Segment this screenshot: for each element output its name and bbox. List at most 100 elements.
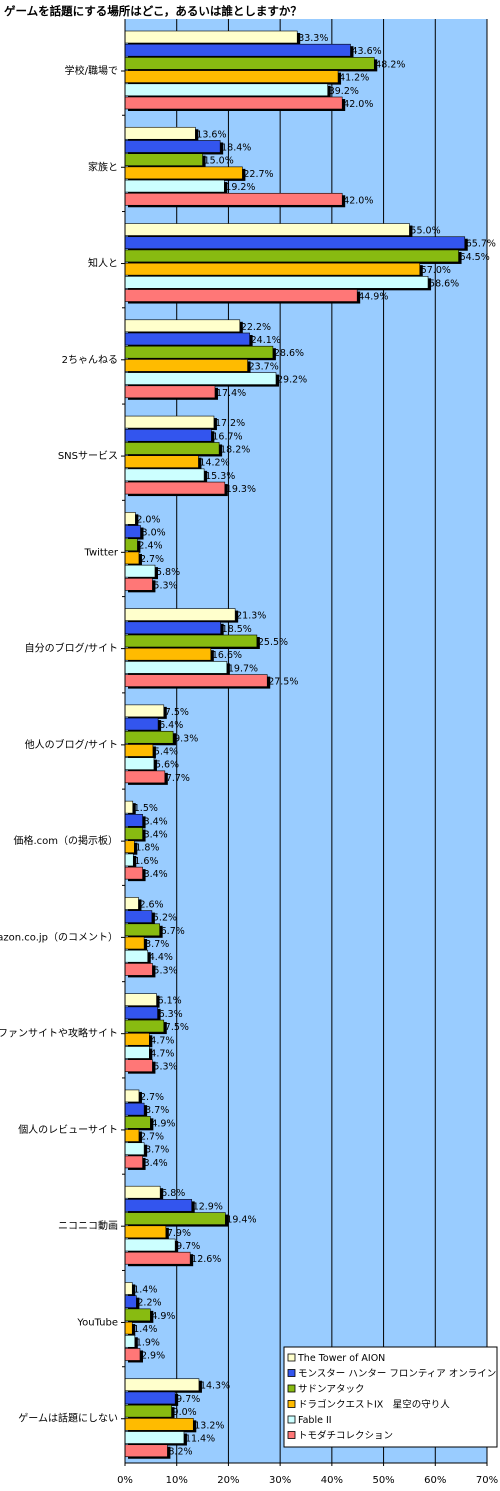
category-label: 学校/職場で	[65, 64, 118, 77]
data-label: 9.7%	[176, 1394, 200, 1405]
bar	[124, 564, 156, 578]
bar	[124, 578, 153, 591]
legend-swatch	[287, 1431, 296, 1439]
bar	[124, 923, 160, 937]
data-label: 19.7%	[228, 663, 258, 674]
data-label: 18.5%	[222, 624, 252, 635]
x-tick-label: 20%	[217, 1475, 239, 1486]
legend-entry: トモダチコレクション	[298, 1430, 393, 1442]
bar	[124, 140, 221, 153]
data-label: 21.3%	[236, 611, 266, 622]
bar	[124, 608, 236, 621]
bar	[124, 1444, 168, 1458]
data-label: 41.2%	[339, 73, 369, 84]
bar	[124, 551, 140, 565]
data-label: 19.3%	[226, 484, 256, 495]
bar	[124, 468, 205, 482]
data-label: 18.2%	[220, 444, 250, 455]
bar	[124, 481, 226, 495]
data-label: 6.3%	[159, 1009, 183, 1020]
data-label: 16.7%	[212, 431, 242, 442]
bar	[124, 1348, 141, 1361]
x-tick-label: 40%	[321, 1475, 343, 1486]
bar	[124, 385, 216, 399]
bar	[124, 372, 277, 385]
bar	[124, 993, 157, 1006]
data-label: 28.6%	[274, 348, 304, 359]
data-label: 14.2%	[199, 458, 229, 469]
bar	[124, 704, 165, 718]
category-label: Amazon.co.jp（のコメント）	[0, 931, 118, 943]
bar	[124, 153, 203, 166]
bar	[124, 455, 199, 468]
bar	[124, 963, 153, 976]
legend-swatch	[287, 1415, 296, 1424]
data-label: 12.6%	[191, 1254, 221, 1265]
data-label: 17.2%	[215, 418, 245, 429]
category-label: 価格.com（の掲示板）	[13, 834, 118, 847]
data-label: 4.7%	[150, 1048, 174, 1059]
bar	[124, 428, 212, 442]
data-label: 8.2%	[168, 1447, 192, 1458]
data-label: 27.5%	[268, 677, 298, 688]
data-label: 5.8%	[156, 567, 180, 578]
bar	[124, 840, 135, 854]
bar	[124, 289, 358, 302]
data-label: 3.7%	[145, 1145, 169, 1156]
bar	[124, 1142, 145, 1156]
category-label: YouTube	[76, 1317, 118, 1328]
data-label: 16.6%	[212, 650, 242, 661]
data-label: 48.2%	[375, 59, 405, 70]
bar	[124, 345, 274, 359]
data-label: 4.4%	[149, 952, 173, 963]
data-label: 4.9%	[151, 1311, 175, 1322]
bar	[124, 166, 243, 180]
data-label: 19.2%	[225, 182, 255, 193]
data-label: 7.9%	[167, 1228, 191, 1239]
data-label: 5.3%	[153, 1062, 177, 1073]
data-label: 2.7%	[140, 1132, 164, 1143]
category-label: 自分のブログ/サイト	[25, 642, 118, 655]
bar	[124, 236, 466, 250]
data-label: 2.4%	[138, 541, 162, 552]
category-label: 他人のブログ/サイト	[25, 738, 118, 751]
bar	[124, 853, 134, 867]
bar	[124, 757, 155, 770]
data-label: 1.4%	[133, 1284, 157, 1295]
bar	[124, 43, 351, 57]
x-tick-label: 70%	[476, 1475, 498, 1486]
bar	[124, 866, 143, 880]
category-label: ゲームは話題にしない	[18, 1412, 118, 1425]
bar	[124, 442, 220, 455]
data-label: 1.4%	[133, 1324, 157, 1335]
data-label: 42.0%	[343, 99, 373, 110]
data-label: 3.4%	[144, 869, 168, 880]
data-label: 6.4%	[159, 720, 183, 731]
x-tick-label: 50%	[372, 1475, 394, 1486]
category-label: 家族と	[88, 160, 118, 173]
bar	[124, 1308, 151, 1322]
category-label: 知人と	[88, 257, 118, 270]
bar	[124, 1089, 140, 1103]
data-label: 2.7%	[140, 1092, 164, 1103]
data-label: 2.6%	[139, 899, 163, 910]
category-label: ニコニコ動画	[58, 1219, 118, 1232]
data-label: 22.7%	[243, 169, 273, 180]
bar	[124, 647, 212, 661]
bar	[124, 814, 143, 827]
data-label: 11.4%	[185, 1434, 215, 1445]
bar	[124, 1102, 145, 1116]
bar	[124, 674, 268, 687]
bar	[124, 70, 339, 83]
category-label: 個人のレビューサイト	[18, 1123, 118, 1136]
data-label: 23.7%	[249, 361, 279, 372]
bar	[124, 192, 343, 206]
bar	[124, 910, 153, 923]
data-label: 7.5%	[165, 1022, 189, 1033]
bar	[124, 730, 174, 744]
bar	[124, 634, 258, 648]
bar	[124, 1006, 158, 1020]
bar	[124, 359, 248, 372]
data-label: 3.7%	[145, 939, 169, 950]
bar	[124, 1238, 176, 1252]
